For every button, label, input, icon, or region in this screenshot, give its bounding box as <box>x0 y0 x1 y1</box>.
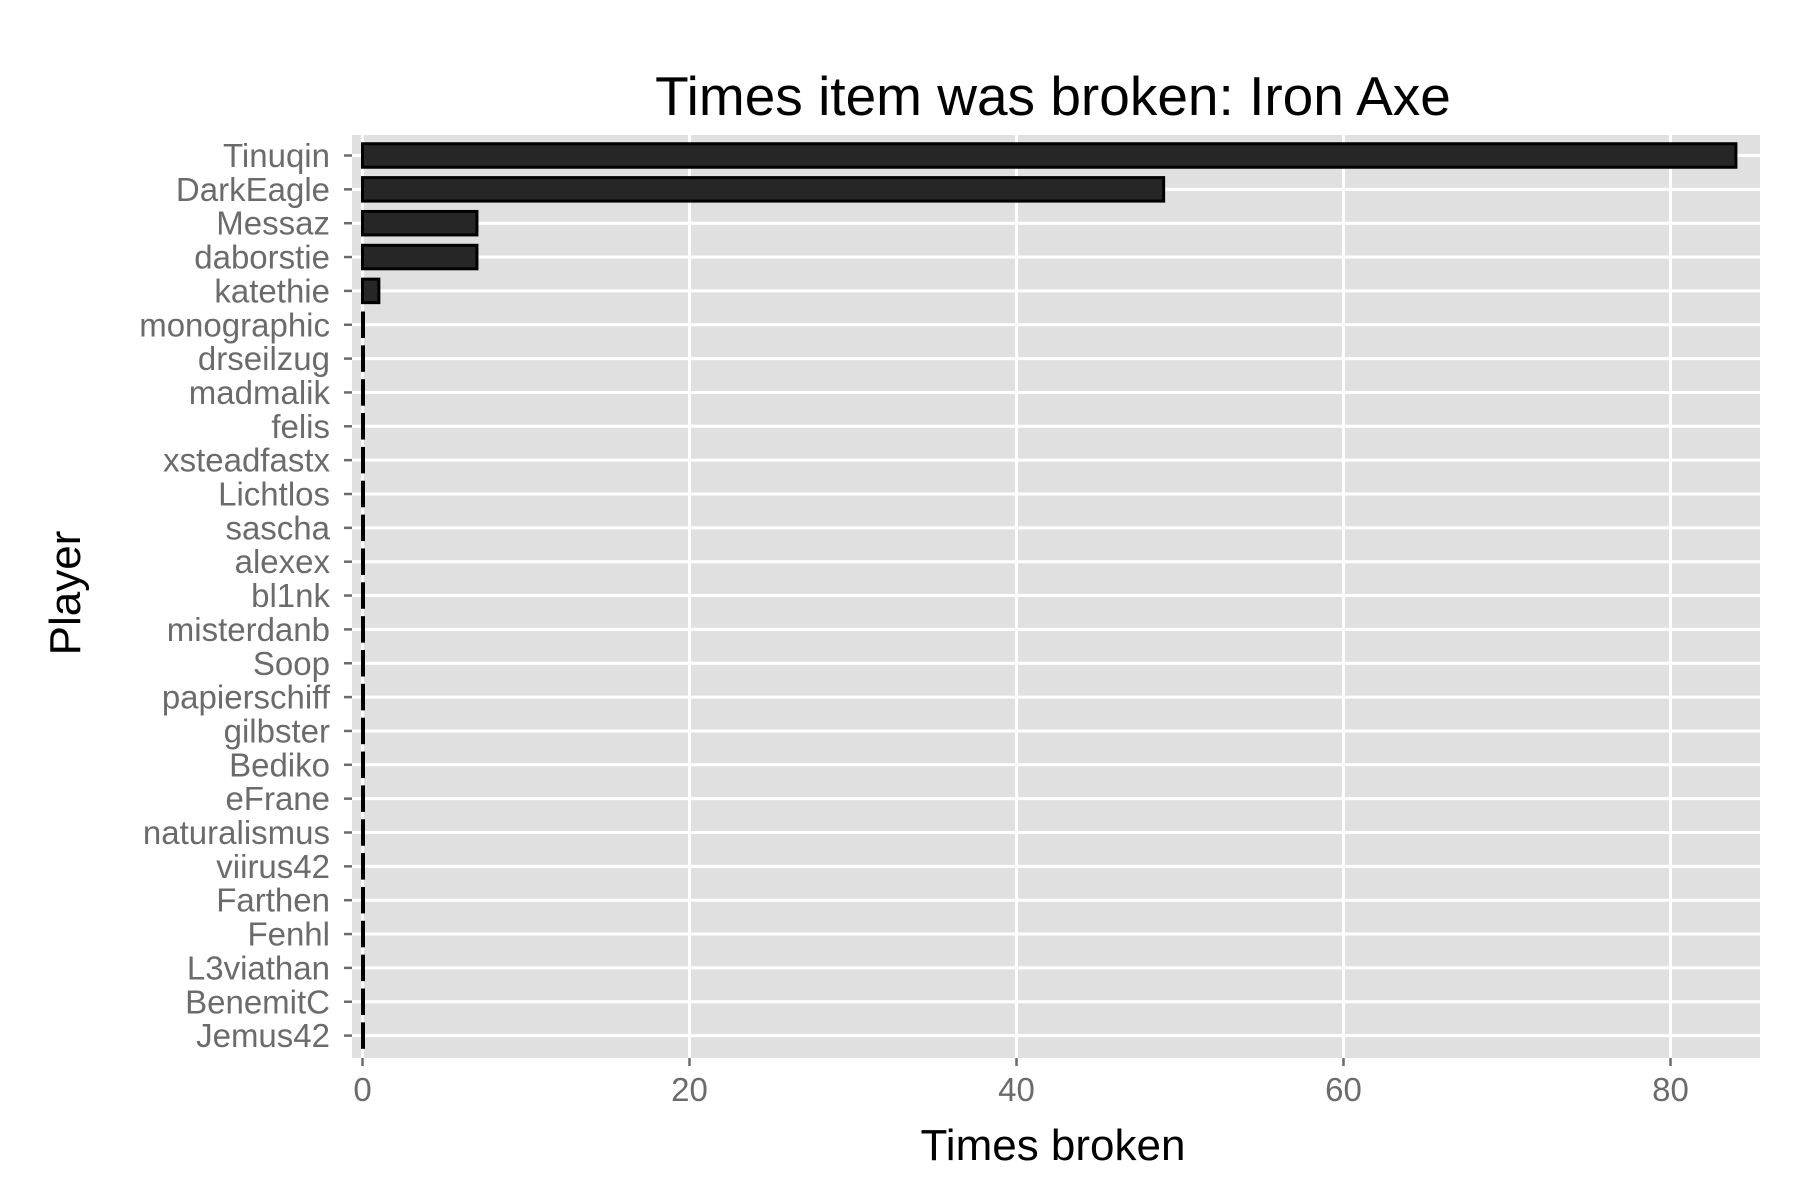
bar <box>361 345 365 372</box>
bar <box>361 142 1738 169</box>
y-axis: TinuqinDarkEagleMessazdaborstiekatethiem… <box>139 137 352 1054</box>
y-tick-label: bl1nk <box>251 577 330 614</box>
bar <box>361 751 365 779</box>
bar <box>361 920 365 948</box>
y-tick-label: DarkEagle <box>176 171 330 208</box>
y-tick-label: drseilzug <box>198 340 330 377</box>
y-tick-label: Messaz <box>216 205 330 242</box>
x-tick-label: 0 <box>353 1071 371 1108</box>
y-tick-label: Fenhl <box>247 916 330 953</box>
y-tick-label: Farthen <box>216 882 330 919</box>
y-tick-label: eFrane <box>225 780 330 817</box>
y-tick-label: Soop <box>253 645 330 682</box>
y-axis-title: Player <box>41 531 90 656</box>
x-tick-label: 20 <box>671 1071 708 1108</box>
y-tick-label: gilbster <box>224 712 330 749</box>
y-tick-label: BenemitC <box>185 983 330 1020</box>
y-tick-label: misterdanb <box>167 611 330 648</box>
y-tick-label: naturalismus <box>143 814 330 851</box>
y-tick-label: katethie <box>214 272 330 309</box>
bar <box>361 379 365 406</box>
bar <box>361 413 365 440</box>
bar <box>361 717 365 745</box>
chart-title: Times item was broken: Iron Axe <box>655 65 1451 127</box>
bar <box>361 176 1166 203</box>
bar <box>361 650 365 677</box>
y-tick-label: viirus42 <box>216 848 330 885</box>
horizontal-gridlines <box>352 154 1760 1038</box>
bars <box>361 142 1738 1049</box>
bar <box>361 446 365 474</box>
y-tick-label: alexex <box>235 543 331 580</box>
x-axis-title: Times broken <box>921 1121 1186 1170</box>
y-tick-label: papierschiff <box>162 679 331 716</box>
y-tick-label: felis <box>271 408 330 445</box>
bar <box>361 582 365 609</box>
bar <box>361 853 365 880</box>
y-tick-label: sascha <box>225 509 330 546</box>
y-tick-label: madmalik <box>189 374 331 411</box>
bar <box>361 480 365 508</box>
y-tick-label: monographic <box>139 306 330 343</box>
bar <box>361 683 365 711</box>
y-tick-label: Bediko <box>229 746 330 783</box>
x-tick-label: 40 <box>998 1071 1035 1108</box>
x-tick-label: 60 <box>1325 1071 1362 1108</box>
bar <box>361 954 365 982</box>
bar <box>361 548 365 575</box>
x-tick-label: 80 <box>1652 1071 1689 1108</box>
bar <box>361 886 365 914</box>
y-tick-label: Lichtlos <box>218 476 330 513</box>
x-axis: 0 20 40 60 80 <box>353 1058 1689 1108</box>
bar <box>361 1022 365 1049</box>
bar <box>361 243 479 271</box>
y-tick-label: xsteadfastx <box>163 442 330 479</box>
bar <box>361 514 365 542</box>
bar <box>361 785 365 812</box>
bar <box>361 209 479 237</box>
y-tick-label: L3viathan <box>187 949 330 986</box>
bar <box>361 616 365 643</box>
bar <box>361 819 365 846</box>
y-tick-label: Jemus42 <box>196 1017 330 1054</box>
y-tick-label: daborstie <box>194 239 330 276</box>
bar <box>361 988 365 1015</box>
bar <box>361 311 365 338</box>
bar <box>361 277 381 305</box>
y-tick-label: Tinuqin <box>223 137 330 174</box>
